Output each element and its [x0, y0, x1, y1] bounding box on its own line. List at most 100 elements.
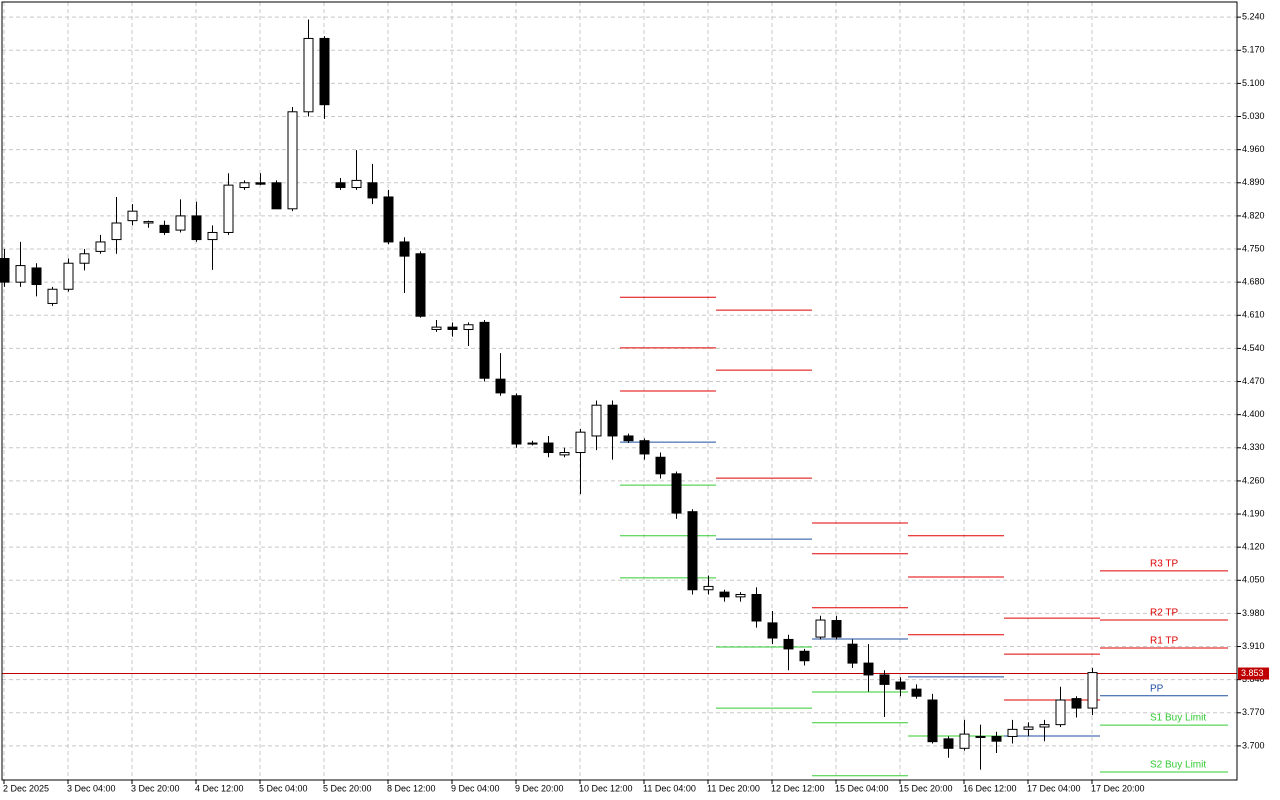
candle-body — [623, 435, 634, 442]
candle-body — [991, 735, 1002, 742]
candle-body — [0, 257, 10, 283]
candle-body — [559, 452, 570, 456]
candle-body — [783, 638, 794, 650]
y-tick-label: 4.470 — [1242, 376, 1265, 386]
y-tick-label: 3.700 — [1242, 740, 1265, 750]
y-tick-label: 4.750 — [1242, 243, 1265, 253]
candle-body — [799, 650, 810, 662]
candle-body — [1055, 699, 1066, 726]
y-tick-label: 3.770 — [1242, 707, 1265, 717]
candle-body — [671, 473, 682, 514]
candle-body — [831, 620, 842, 638]
candle-body — [319, 37, 330, 106]
x-tick-label: 8 Dec 12:00 — [387, 783, 436, 793]
candle-body — [191, 215, 202, 241]
candle-body — [927, 699, 938, 743]
candle-body — [1007, 728, 1018, 737]
pivot-label: R2 TP — [1150, 608, 1178, 619]
candle-body — [847, 643, 858, 664]
candle-body — [751, 593, 762, 622]
y-tick-label: 5.240 — [1242, 12, 1265, 22]
candle-body — [15, 265, 26, 283]
y-tick-label: 4.330 — [1242, 442, 1265, 452]
x-tick-label: 9 Dec 20:00 — [515, 783, 564, 793]
y-tick-label: 4.120 — [1242, 542, 1265, 552]
last-price-tag — [1238, 667, 1269, 680]
candle-body — [767, 622, 778, 639]
candle-body — [63, 262, 74, 290]
plot-frame — [1, 1, 1238, 781]
candle-body — [111, 222, 122, 241]
candle-body — [591, 404, 602, 437]
pivot-label: R1 TP — [1150, 636, 1178, 647]
candle-body — [607, 404, 618, 437]
candle-body — [511, 395, 522, 445]
candle-body — [223, 184, 234, 233]
candle-body — [463, 324, 474, 330]
x-tick-label: 2 Dec 2025 — [3, 783, 49, 793]
candle-body — [639, 440, 650, 455]
candle-body — [719, 591, 730, 598]
candle-body — [543, 442, 554, 454]
candle-body — [159, 224, 170, 233]
x-tick-label: 5 Dec 20:00 — [323, 783, 372, 793]
candle-body — [1039, 724, 1050, 728]
candle-body — [31, 267, 42, 286]
candle-body — [207, 231, 218, 241]
candle-body — [239, 182, 250, 189]
candle-body — [911, 688, 922, 697]
candle-body — [735, 593, 746, 598]
candle-body — [415, 253, 426, 317]
candle-body — [495, 378, 506, 394]
y-tick-label: 4.540 — [1242, 343, 1265, 353]
candle-body — [271, 182, 282, 210]
candle-body — [879, 674, 890, 685]
y-tick-label: 4.400 — [1242, 409, 1265, 419]
candle-body — [863, 662, 874, 676]
candle-body — [399, 241, 410, 257]
candle-body — [975, 735, 986, 738]
candle-body — [335, 182, 346, 189]
y-tick-label: 3.910 — [1242, 641, 1265, 651]
candle-body — [303, 37, 314, 113]
x-tick-label: 17 Dec 20:00 — [1091, 783, 1145, 793]
candle-body — [655, 456, 666, 475]
x-tick-label: 15 Dec 04:00 — [835, 783, 889, 793]
candle-body — [95, 241, 106, 252]
candle-body — [479, 321, 490, 379]
y-tick-label: 3.980 — [1242, 608, 1265, 618]
pivot-label: PP — [1150, 683, 1164, 694]
candle-body — [175, 215, 186, 231]
candle-body — [383, 196, 394, 243]
candle-body — [959, 733, 970, 749]
candle-body — [351, 179, 362, 189]
candle-body — [815, 619, 826, 638]
candle-body — [1087, 672, 1098, 709]
candle-body — [127, 210, 138, 222]
x-tick-label: 12 Dec 12:00 — [771, 783, 825, 793]
y-tick-label: 5.030 — [1242, 111, 1265, 121]
candle-body — [575, 431, 586, 454]
candle-body — [703, 585, 714, 591]
pivot-label: S2 Buy Limit — [1150, 760, 1206, 771]
candle-body — [143, 221, 154, 224]
candle-body — [79, 253, 90, 264]
candle-body — [895, 681, 906, 690]
candle-body — [1071, 698, 1082, 709]
y-tick-label: 4.260 — [1242, 475, 1265, 485]
candle-body — [527, 442, 538, 445]
x-tick-label: 15 Dec 20:00 — [899, 783, 953, 793]
x-tick-label: 11 Dec 04:00 — [643, 783, 696, 793]
x-tick-label: 16 Dec 12:00 — [963, 783, 1017, 793]
candle-body — [367, 182, 378, 199]
candle-body — [47, 288, 58, 304]
candle-body — [1023, 726, 1034, 730]
x-tick-label: 4 Dec 12:00 — [195, 783, 244, 793]
y-tick-label: 5.100 — [1242, 78, 1265, 88]
candle-body — [447, 326, 458, 330]
y-tick-label: 4.820 — [1242, 210, 1265, 220]
candle-body — [431, 326, 442, 330]
y-tick-label: 4.190 — [1242, 508, 1265, 518]
